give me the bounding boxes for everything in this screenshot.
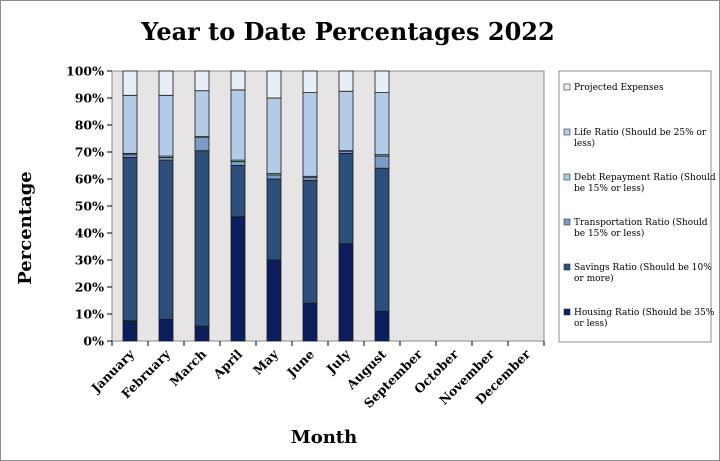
x-tick-label: June	[283, 346, 317, 380]
legend	[558, 70, 712, 343]
bar-segment	[266, 70, 282, 99]
legend-swatch	[563, 263, 571, 271]
legend-label: Life Ratio (Should be 25% or less)	[574, 127, 707, 149]
y-axis: 0% 10% 20% 30% 40% 50% 60% 70% 80% 90% 100%	[66, 64, 112, 349]
bar-segment	[158, 70, 174, 96]
legend-label: Housing Ratio (Should be 35% or less)	[574, 307, 715, 329]
bar-segment	[338, 243, 354, 342]
bar-segment	[122, 70, 138, 96]
y-tick-label: 10%	[75, 307, 104, 322]
bar-segment	[266, 174, 282, 180]
x-tick-label: May	[250, 346, 282, 378]
y-tick-label: 80%	[75, 118, 104, 133]
bar-segment	[338, 70, 354, 92]
bar-segment	[194, 90, 210, 138]
bar-segment	[230, 161, 246, 166]
bar-segment	[374, 92, 390, 156]
bar-segment	[122, 94, 138, 154]
bar-segment	[374, 155, 390, 169]
y-tick-label: 0%	[83, 334, 104, 349]
legend-label: Debt Repayment Ratio (Should be 15% or le…	[574, 172, 716, 194]
y-tick-label: 70%	[75, 145, 104, 160]
bar-segment	[266, 97, 282, 174]
bar-segment	[122, 154, 138, 158]
y-tick-label: 40%	[75, 226, 104, 241]
plot-area	[111, 70, 545, 342]
legend-swatch	[563, 218, 571, 226]
legend-label: Savings Ratio (Should be 10% or more)	[574, 262, 712, 284]
bar-segment	[230, 70, 246, 91]
legend-label: Projected Expenses	[574, 83, 664, 93]
bar-segment	[230, 216, 246, 342]
bar-segment	[158, 94, 174, 157]
bar-segment	[302, 70, 318, 94]
y-axis-label: Percentage	[15, 171, 36, 285]
bar-segment	[374, 167, 390, 312]
y-tick-label: 30%	[75, 253, 104, 268]
bar-segment	[338, 90, 354, 152]
legend-swatch	[563, 128, 571, 136]
y-tick-label: 50%	[75, 199, 104, 214]
bar-segment	[266, 178, 282, 261]
bar-segment	[302, 179, 318, 304]
x-tick-label: April	[209, 346, 245, 382]
bar-segment	[302, 92, 318, 177]
x-tick-label: March	[167, 347, 210, 390]
bar-segment	[230, 89, 246, 161]
y-tick-label: 100%	[66, 64, 104, 79]
bar-segment	[158, 318, 174, 342]
bar-segment	[266, 259, 282, 342]
bar-segment	[374, 70, 390, 94]
bar-segment	[338, 152, 354, 245]
bar-segment	[230, 165, 246, 218]
bar-segment	[374, 310, 390, 342]
bar-segment	[302, 302, 318, 342]
legend-swatch	[563, 173, 571, 181]
bar-segment	[194, 325, 210, 342]
bar-segment	[122, 156, 138, 322]
legend-swatch	[563, 83, 571, 91]
y-tick-label: 60%	[75, 172, 104, 187]
legend-items: Projected Expenses Life Ratio (Should be …	[563, 83, 716, 329]
bar-segment	[122, 320, 138, 342]
legend-label: Transportation Ratio (Should be 15% or le…	[574, 217, 708, 239]
bar-segment	[194, 150, 210, 327]
legend-swatch	[563, 308, 571, 316]
bars-group	[122, 70, 390, 342]
bar-segment	[158, 156, 174, 161]
y-tick-label: 90%	[75, 91, 104, 106]
bar-segment	[194, 136, 210, 152]
x-tick-label: July	[323, 346, 354, 377]
bar-segment	[194, 70, 210, 92]
bar-segment	[302, 177, 318, 181]
chart-title: Year to Date Percentages 2022	[140, 17, 554, 46]
x-axis-label: Month	[291, 427, 357, 448]
bar-segment	[158, 159, 174, 320]
y-tick-label: 20%	[75, 280, 104, 295]
